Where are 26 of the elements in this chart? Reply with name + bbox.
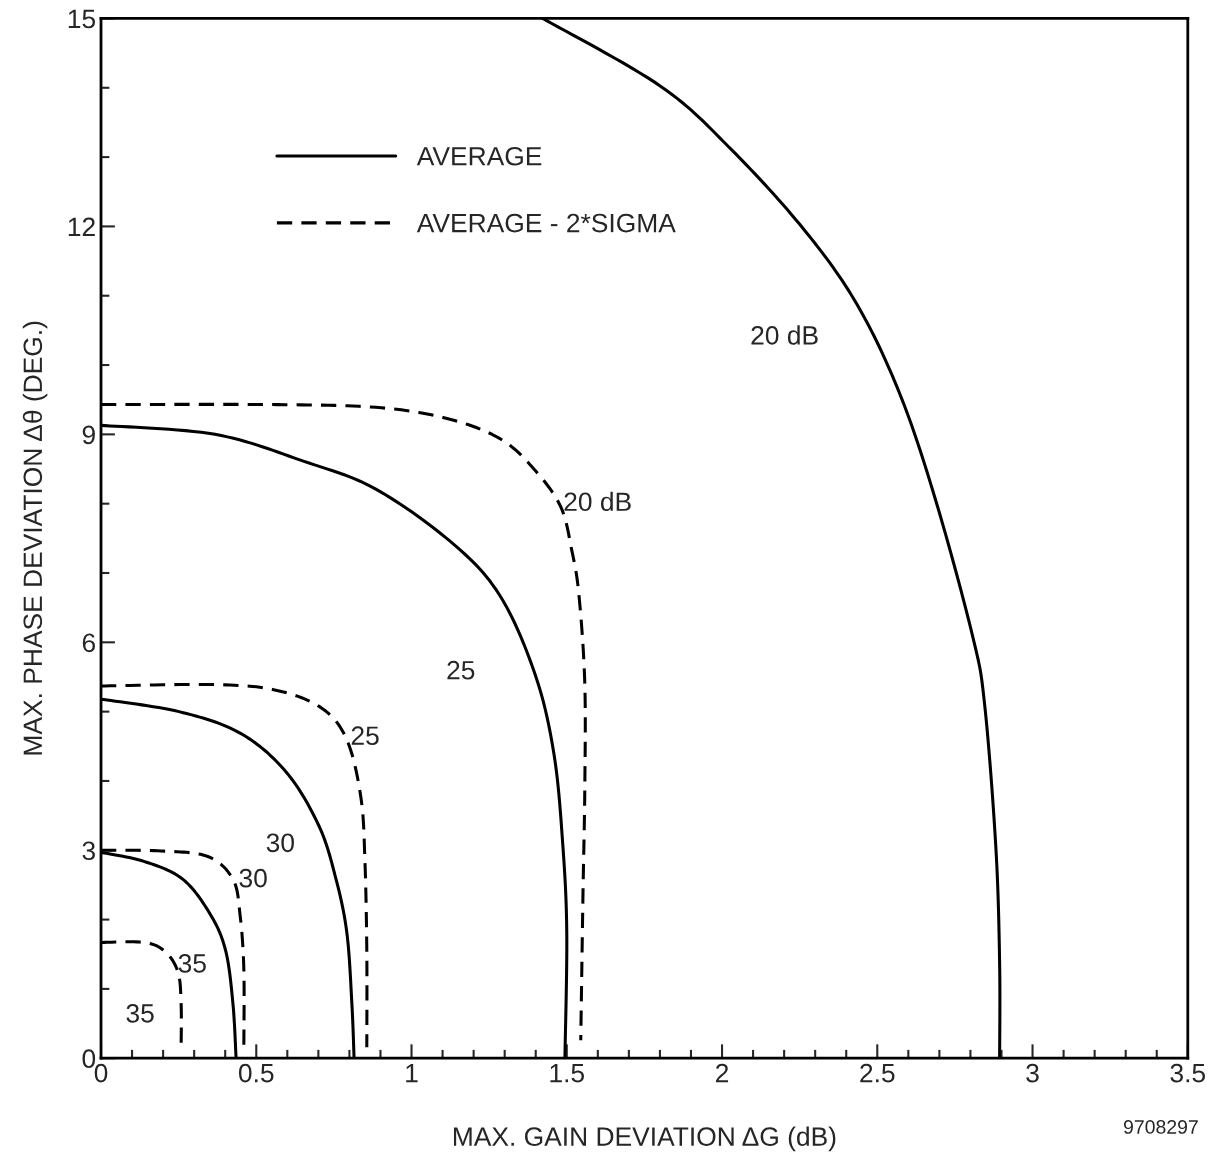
annotation: 20 dB (564, 491, 631, 512)
y-tick-label: 6 (82, 633, 95, 653)
x-tick-label: 1.5 (550, 1064, 585, 1083)
x-tick-label: 2.5 (860, 1063, 895, 1083)
annotation: 30 (239, 868, 267, 888)
legend-label: AVERAGE (416, 146, 542, 166)
annotation: 30 (266, 833, 294, 853)
y-tick-label: 12 (68, 217, 95, 236)
y-tick-label: 9 (82, 425, 95, 445)
x-tick-label: 1 (406, 1064, 418, 1083)
annotation: 35 (178, 954, 206, 973)
y-tick-label: 3 (82, 841, 95, 861)
annotation: 20 dB (751, 325, 818, 345)
y-tick-label: 15 (68, 9, 96, 29)
legend-label: AVERAGE - 2*SIGMA (416, 213, 676, 233)
annotation: 35 (126, 1003, 154, 1023)
x-axis-title: MAX. GAIN DEVIATION ΔG (dB) (453, 1126, 836, 1152)
y-axis-title: MAX. PHASE DEVIATION Δθ (DEG.) (22, 321, 48, 755)
x-tick-label: 3 (1026, 1063, 1039, 1083)
text: 9708297 (1123, 1120, 1198, 1134)
x-tick-label: 3.5 (1170, 1063, 1206, 1083)
y-tick-label: 0 (82, 1049, 96, 1069)
annotation: 25 (351, 726, 379, 746)
annotation: 25 (447, 660, 475, 680)
x-tick-label: 2 (716, 1063, 729, 1083)
x-tick-label: 0.5 (238, 1063, 274, 1083)
